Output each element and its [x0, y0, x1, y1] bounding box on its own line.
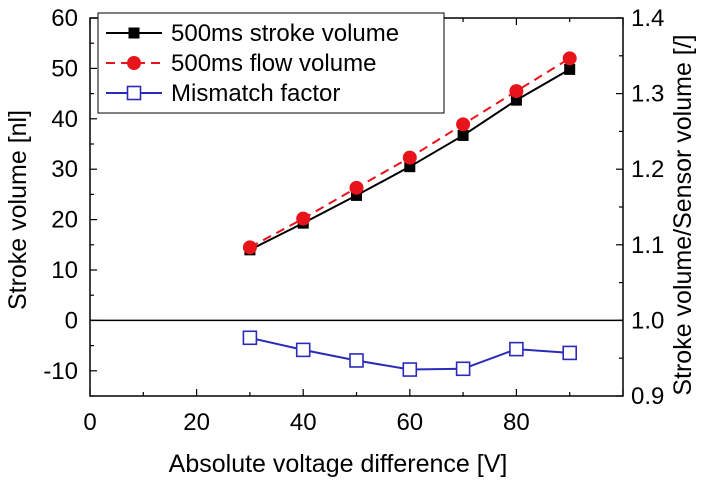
y2-tick-label: 1.1 [631, 232, 664, 259]
y2-tick-label: 0.9 [631, 383, 664, 410]
y-axis-title: Stroke volume [nl] [4, 110, 32, 310]
series-group [242, 51, 578, 377]
data-point-500ms-stroke-volume [351, 189, 362, 201]
data-point-mismatch-factor [402, 362, 418, 377]
x-tick-label: 80 [503, 409, 530, 436]
legend: 500ms stroke volume 500ms flow volume Mism… [97, 12, 445, 114]
data-point-mismatch-factor [562, 345, 578, 361]
y2-tick-label: 1.2 [631, 156, 664, 183]
data-point-mismatch-factor [349, 353, 364, 368]
data-point-500ms-stroke-volume [457, 129, 469, 141]
y2-axis-title: Stroke volume/Sensor volume [/] [669, 34, 697, 395]
legend-marker [127, 56, 141, 70]
x-tick-label: 60 [396, 409, 423, 436]
legend-entry: 500ms flow volume [171, 50, 376, 77]
data-point-500ms-flow-volume [242, 240, 257, 255]
y-tick-label: 40 [51, 106, 78, 133]
x-tick-label: 0 [83, 409, 96, 436]
data-point-500ms-flow-volume [296, 211, 311, 226]
y-tick-label: 50 [51, 55, 78, 82]
x-tick-label: 20 [183, 409, 210, 436]
data-point-mismatch-factor [295, 342, 311, 358]
y2-tick-label: 1.4 [631, 5, 664, 32]
legend-entry: Mismatch factor [171, 80, 340, 107]
y-tick-label: 10 [51, 257, 78, 284]
data-point-500ms-stroke-volume [564, 63, 576, 75]
data-point-500ms-stroke-volume [510, 94, 522, 106]
data-point-500ms-flow-volume [402, 150, 417, 165]
y2-tick-label: 1.0 [631, 307, 664, 334]
y-tick-label: 0 [65, 307, 78, 334]
data-point-500ms-flow-volume [349, 180, 364, 195]
y-tick-label: 30 [51, 156, 78, 183]
data-point-500ms-flow-volume [562, 51, 577, 66]
x-axis-title: Absolute voltage difference [V] [169, 450, 508, 478]
y-tick-label: 60 [51, 5, 78, 32]
data-point-mismatch-factor [455, 361, 471, 377]
data-point-500ms-flow-volume [456, 117, 471, 132]
data-point-mismatch-factor [509, 341, 524, 357]
data-point-500ms-stroke-volume [404, 161, 416, 173]
tick-labels: 0 20 40 60 80-1001020304050600.91.01.11.21.3… [43, 5, 664, 436]
legend-marker [128, 27, 140, 39]
data-point-500ms-flow-volume [509, 84, 524, 99]
y-tick-label: -10 [43, 358, 78, 385]
y2-tick-label: 1.3 [631, 81, 664, 108]
legend-entry: 500ms stroke volume [171, 20, 399, 47]
x-tick-label: 40 [290, 409, 317, 436]
y-tick-label: 20 [51, 207, 78, 234]
data-point-mismatch-factor [242, 330, 258, 346]
legend-marker [126, 85, 142, 101]
